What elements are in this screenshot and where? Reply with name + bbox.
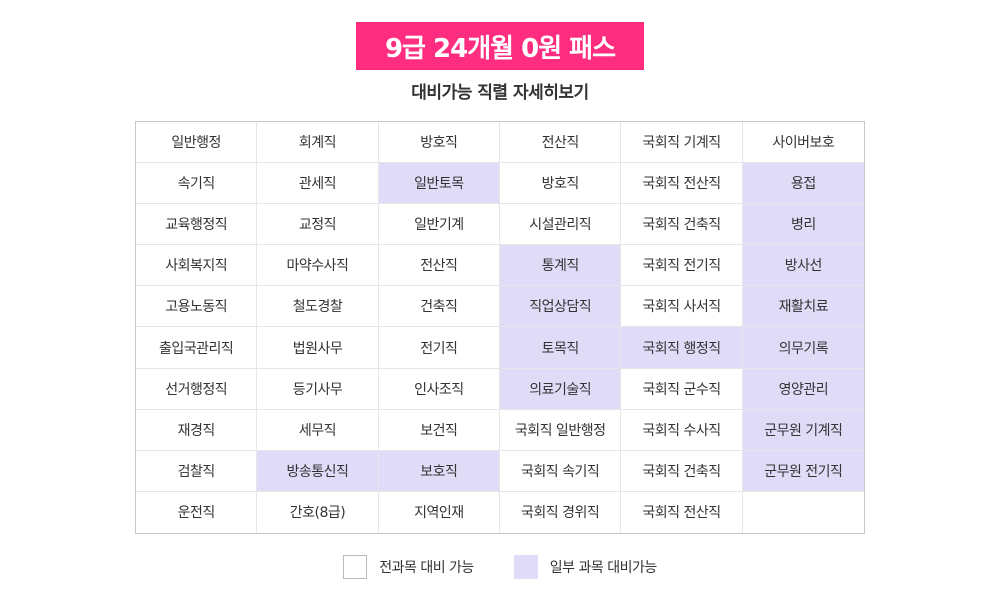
legend-swatch-partial (513, 555, 538, 579)
track-cell: 전산직 (378, 245, 500, 287)
track-cell: 고용노동직 (136, 286, 258, 328)
track-cell: 일반토목 (378, 163, 500, 205)
track-cell: 국회직 일반행정 (500, 409, 622, 451)
track-cell: 영양관리 (742, 368, 864, 410)
track-cell: 철도경찰 (257, 286, 379, 328)
track-cell: 국회직 군수직 (621, 368, 743, 410)
track-cell: 군무원 전기직 (742, 450, 864, 492)
track-cell: 의료기술직 (500, 368, 622, 410)
track-cell: 일반기계 (378, 204, 500, 246)
track-cell: 국회직 속기직 (500, 450, 622, 492)
track-cell: 지역인재 (379, 491, 500, 533)
track-cell: 병리 (742, 204, 864, 246)
track-cell: 용접 (742, 163, 864, 205)
track-cell: 재활치료 (742, 286, 864, 328)
track-cell: 재경직 (136, 409, 258, 451)
legend-label-partial: 일부 과목 대비가능 (549, 560, 657, 576)
legend-label-full: 전과목 대비 가능 (379, 560, 474, 576)
track-cell: 사이버보호 (742, 122, 864, 164)
track-cell: 등기사무 (257, 368, 379, 410)
track-cell: 교정직 (257, 204, 379, 246)
track-cell: 사회복지직 (136, 245, 258, 287)
track-cell: 시설관리직 (500, 204, 622, 246)
track-cell: 통계직 (500, 245, 622, 287)
track-cell: 회계직 (257, 122, 379, 164)
track-cell: 국회직 전산직 (621, 491, 743, 533)
track-cell: 운전직 (136, 491, 258, 533)
track-cell: 마약수사직 (257, 245, 379, 287)
track-cell: 의무기록 (742, 327, 864, 369)
track-cell: 인사조직 (378, 368, 500, 410)
track-cell: 간호(8급) (257, 491, 379, 533)
track-cell: 보건직 (378, 409, 500, 451)
track-cell: 토목직 (500, 327, 622, 369)
track-cell: 국회직 전산직 (621, 163, 743, 205)
track-cell: 출입국관리직 (136, 327, 258, 369)
track-cell: 국회직 수사직 (621, 409, 743, 451)
track-cell: 국회직 건축직 (621, 450, 743, 492)
track-cell: 법원사무 (257, 327, 379, 369)
legend-swatch-full (343, 555, 368, 579)
track-cell: 건축직 (378, 286, 500, 328)
track-cell: 방사선 (742, 245, 864, 287)
track-cell: 방호직 (378, 122, 500, 164)
track-cell: 국회직 사서직 (621, 286, 743, 328)
track-cell: 국회직 경위직 (500, 491, 622, 533)
track-cell: 검찰직 (136, 450, 258, 492)
track-cell: 군무원 기계직 (742, 409, 864, 451)
track-cell: 방송통신직 (257, 450, 379, 492)
exam-track-grid: 일반행정 회계직 방호직 전산직 국회직 기계직 사이버보호 속기직 관세직 일반토목 방호직 국회… (135, 121, 865, 534)
track-cell: 전산직 (500, 122, 622, 164)
legend-item-partial: 일부 과목 대비가능 (513, 555, 657, 579)
track-cell (743, 492, 864, 533)
legend: 전과목 대비 가능 일부 과목 대비가능 (0, 553, 1000, 581)
track-cell: 교육행정직 (136, 204, 258, 246)
pass-title-badge: 9급 24개월 0원 패스 (356, 22, 644, 70)
track-cell: 보호직 (378, 450, 500, 492)
track-cell: 국회직 행정직 (621, 327, 743, 369)
track-cell: 속기직 (136, 163, 258, 205)
track-cell: 방호직 (500, 163, 622, 205)
track-cell: 직업상담직 (500, 286, 622, 328)
track-cell: 일반행정 (136, 122, 258, 164)
track-cell: 선거행정직 (136, 368, 258, 410)
track-cell: 국회직 건축직 (621, 204, 743, 246)
track-cell: 국회직 전기직 (621, 245, 743, 287)
track-cell: 세무직 (257, 409, 379, 451)
subtitle: 대비가능 직렬 자세히보기 (411, 83, 589, 103)
track-cell: 관세직 (257, 163, 379, 205)
track-cell: 국회직 기계직 (621, 122, 743, 164)
legend-item-full: 전과목 대비 가능 (343, 555, 474, 579)
track-cell: 전기직 (378, 327, 500, 369)
